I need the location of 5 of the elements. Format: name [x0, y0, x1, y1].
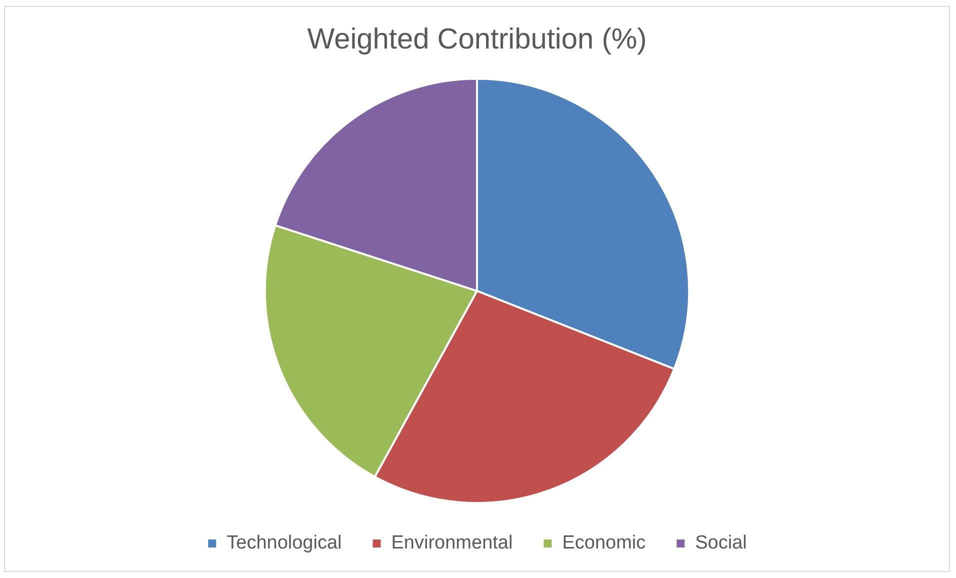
chart-title: Weighted Contribution (%) [307, 23, 647, 56]
legend-label: Technological [226, 532, 342, 554]
legend-label: Economic [562, 532, 646, 554]
legend-label: Environmental [391, 532, 513, 554]
legend-label: Social [695, 532, 747, 554]
